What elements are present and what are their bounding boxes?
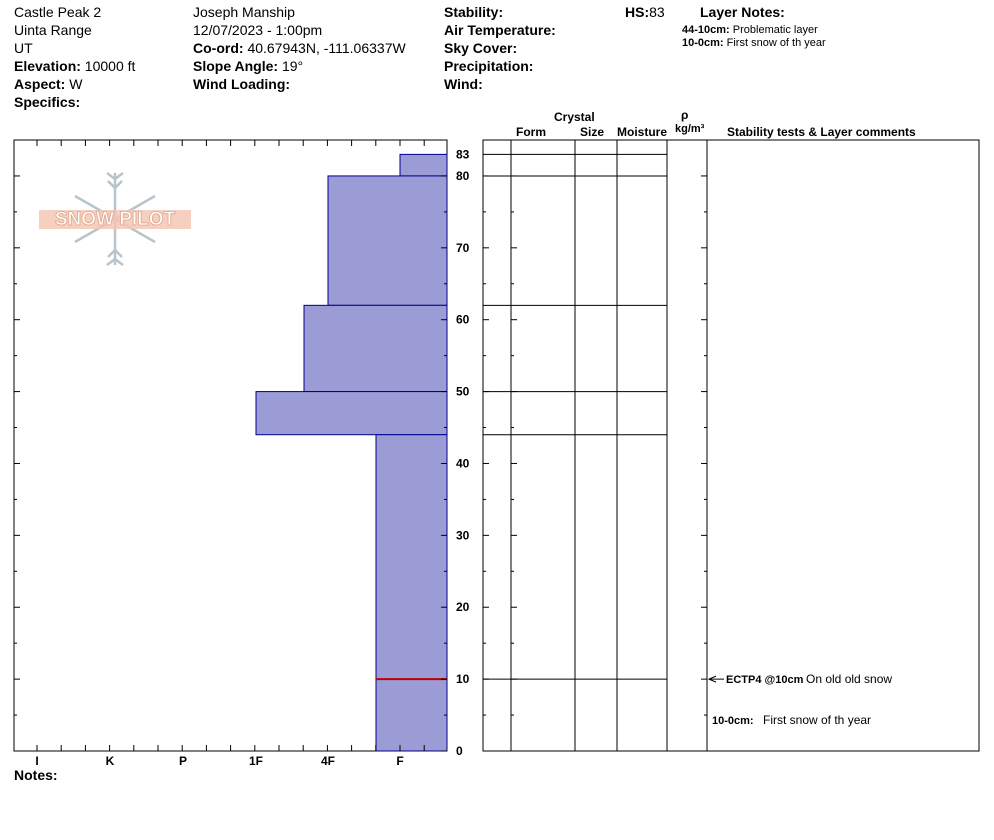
layer-notes-title: Layer Notes: (700, 4, 785, 20)
hardness-bar (327, 175, 448, 306)
layer-note-range: 10-0cm: (682, 37, 724, 49)
snowpilot-logo: SNOW PILOT (39, 172, 191, 266)
stability-annotations: ECTP4 @10cm On old old snow 10-0cm: First s… (707, 672, 892, 727)
hs-field: HS:83 (625, 3, 665, 21)
layer-note-text: Problematic layer (732, 24, 818, 36)
elevation-label: Elevation: (14, 58, 81, 74)
observer-name: Joseph Manship (193, 4, 295, 20)
stability-label: Stability: (444, 4, 504, 20)
hardness-bars (255, 153, 448, 752)
layer-note-text: First snow of th year (726, 37, 826, 49)
slope-field: Slope Angle: 19° (193, 57, 303, 75)
hardness-tick-label: 1F (249, 754, 263, 768)
elevation-value: 10000 ft (84, 58, 136, 74)
logo-banner (39, 210, 191, 229)
moisture-header: Moisture (617, 125, 668, 139)
layer-table-ticks (511, 175, 707, 752)
depth-tick-label: 30 (456, 528, 470, 542)
layer-table-frame (482, 139, 980, 752)
hardness-bar (303, 304, 448, 393)
hardness-tick-label: P (179, 754, 187, 768)
specifics-label: Specifics: (14, 94, 81, 110)
depth-tick-label: 10 (456, 672, 470, 686)
rho-header: ρ (681, 108, 689, 122)
depth-tick-label: 40 (456, 456, 470, 470)
aspect-field: Aspect: W (14, 75, 82, 93)
slope-label: Slope Angle: (193, 58, 279, 74)
layer-comment-text: First snow of th year (763, 713, 871, 727)
location-name: Castle Peak 2 (14, 4, 102, 20)
test-result-comment: On old old snow (806, 672, 892, 686)
elevation-field: Elevation: 10000 ft (14, 57, 135, 75)
hardness-tick-label: I (35, 754, 38, 768)
wind-label: Wind: (444, 76, 483, 92)
hs-value: 83 (649, 4, 665, 20)
layer-note-1: 44-10cm: Problematic layer (682, 24, 818, 37)
test-result-label: ECTP4 @10cm (726, 674, 804, 686)
range-name: Uinta Range (14, 22, 92, 38)
air-temp-label: Air Temperature: (444, 22, 556, 38)
layer-note-2: 10-0cm: First snow of th year (682, 37, 826, 50)
depth-tick-label: 0 (456, 744, 463, 758)
layer-note-range: 44-10cm: (682, 24, 730, 36)
hardness-tick-label: K (106, 754, 115, 768)
state-name: UT (14, 40, 33, 56)
size-header: Size (580, 125, 605, 139)
logo-text: SNOW PILOT (55, 209, 176, 230)
hardness-bar (375, 434, 448, 752)
wind-loading-label: Wind Loading: (193, 76, 291, 92)
precipitation-label: Precipitation: (444, 58, 534, 74)
form-header: Form (516, 125, 546, 139)
hardness-bar (399, 153, 448, 177)
depth-tick-label: 70 (456, 241, 470, 255)
hs-label: HS: (625, 4, 650, 20)
coord-field: Co-ord: 40.67943N, -111.06337W (193, 39, 406, 57)
coord-label: Co-ord: (193, 40, 244, 56)
depth-tick-label: 60 (456, 313, 470, 327)
hardness-tick-label: F (396, 754, 403, 768)
depth-tick-label: 83 (456, 147, 470, 161)
slope-value: 19° (281, 58, 304, 74)
layer-comment-range: 10-0cm: (712, 715, 754, 727)
observation-datetime: 12/07/2023 - 1:00pm (193, 22, 323, 38)
hardness-tick-label: 4F (321, 754, 335, 768)
depth-tick-label: 50 (456, 385, 470, 399)
density-unit-header: kg/m³ (675, 123, 705, 135)
coord-value: 40.67943N, -111.06337W (247, 40, 406, 56)
crystal-header: Crystal (554, 110, 595, 124)
hardness-bar (255, 391, 448, 436)
arrow-left-icon (707, 675, 717, 683)
comments-header: Stability tests & Layer comments (727, 125, 916, 139)
aspect-label: Aspect: (14, 76, 66, 92)
sky-cover-label: Sky Cover: (444, 40, 518, 56)
notes-label: Notes: (14, 767, 58, 783)
depth-tick-label: 80 (456, 169, 470, 183)
hardness-axis: I K P 1F 4F F (35, 140, 425, 768)
depth-tick-label: 20 (456, 600, 470, 614)
layer-table-columns (510, 140, 708, 751)
aspect-value: W (69, 76, 83, 92)
